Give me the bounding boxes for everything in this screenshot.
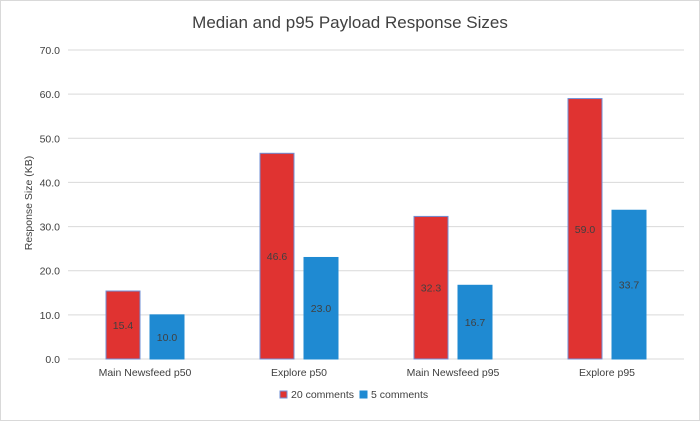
y-tick-label: 20.0 <box>40 266 61 278</box>
bars <box>105 98 647 360</box>
category-label: Main Newsfeed p50 <box>99 367 192 379</box>
data-label: 16.7 <box>465 317 486 329</box>
bar-series-2 <box>457 284 493 360</box>
chart-title: Median and p95 Payload Response Sizes <box>192 13 508 32</box>
bar-series-2 <box>611 209 647 360</box>
bar-series-1 <box>105 290 141 360</box>
y-tick-label: 30.0 <box>40 222 61 234</box>
category-label: Explore p50 <box>271 367 327 379</box>
data-labels: 15.4 10.0 46.6 23.0 32.3 16.7 59.0 33.7 <box>113 224 640 344</box>
data-label: 10.0 <box>157 332 178 344</box>
legend-swatch <box>279 390 288 399</box>
legend-label: 5 comments <box>371 389 428 401</box>
category-label: Main Newsfeed p95 <box>407 367 500 379</box>
bar-series-1 <box>567 98 603 360</box>
y-tick-label: 70.0 <box>40 45 61 57</box>
bar-series-1 <box>413 215 449 360</box>
y-axis-label: Response Size (KB) <box>23 156 35 251</box>
y-tick-label: 40.0 <box>40 177 61 189</box>
category-label: Explore p95 <box>579 367 635 379</box>
y-tick-label: 60.0 <box>40 89 61 101</box>
data-label: 15.4 <box>113 320 134 332</box>
data-label: 32.3 <box>421 283 442 295</box>
y-tick-label: 50.0 <box>40 133 61 145</box>
category-labels: Main Newsfeed p50 Explore p50 Main Newsfee… <box>99 367 636 379</box>
legend-label: 20 comments <box>291 389 354 401</box>
bar-series-2 <box>303 256 339 360</box>
data-label: 46.6 <box>267 251 288 263</box>
bar-series-2 <box>149 314 185 360</box>
data-label: 59.0 <box>575 224 596 236</box>
legend-swatch <box>359 390 368 399</box>
y-tick-label: 10.0 <box>40 310 61 322</box>
y-axis-ticks: 0.0 10.0 20.0 30.0 40.0 50.0 60.0 70.0 <box>40 45 61 366</box>
y-tick-label: 0.0 <box>45 354 60 366</box>
legend: 20 comments 5 comments <box>279 389 428 401</box>
data-label: 33.7 <box>619 280 640 292</box>
data-label: 23.0 <box>311 303 332 315</box>
bar-series-1 <box>259 152 295 360</box>
